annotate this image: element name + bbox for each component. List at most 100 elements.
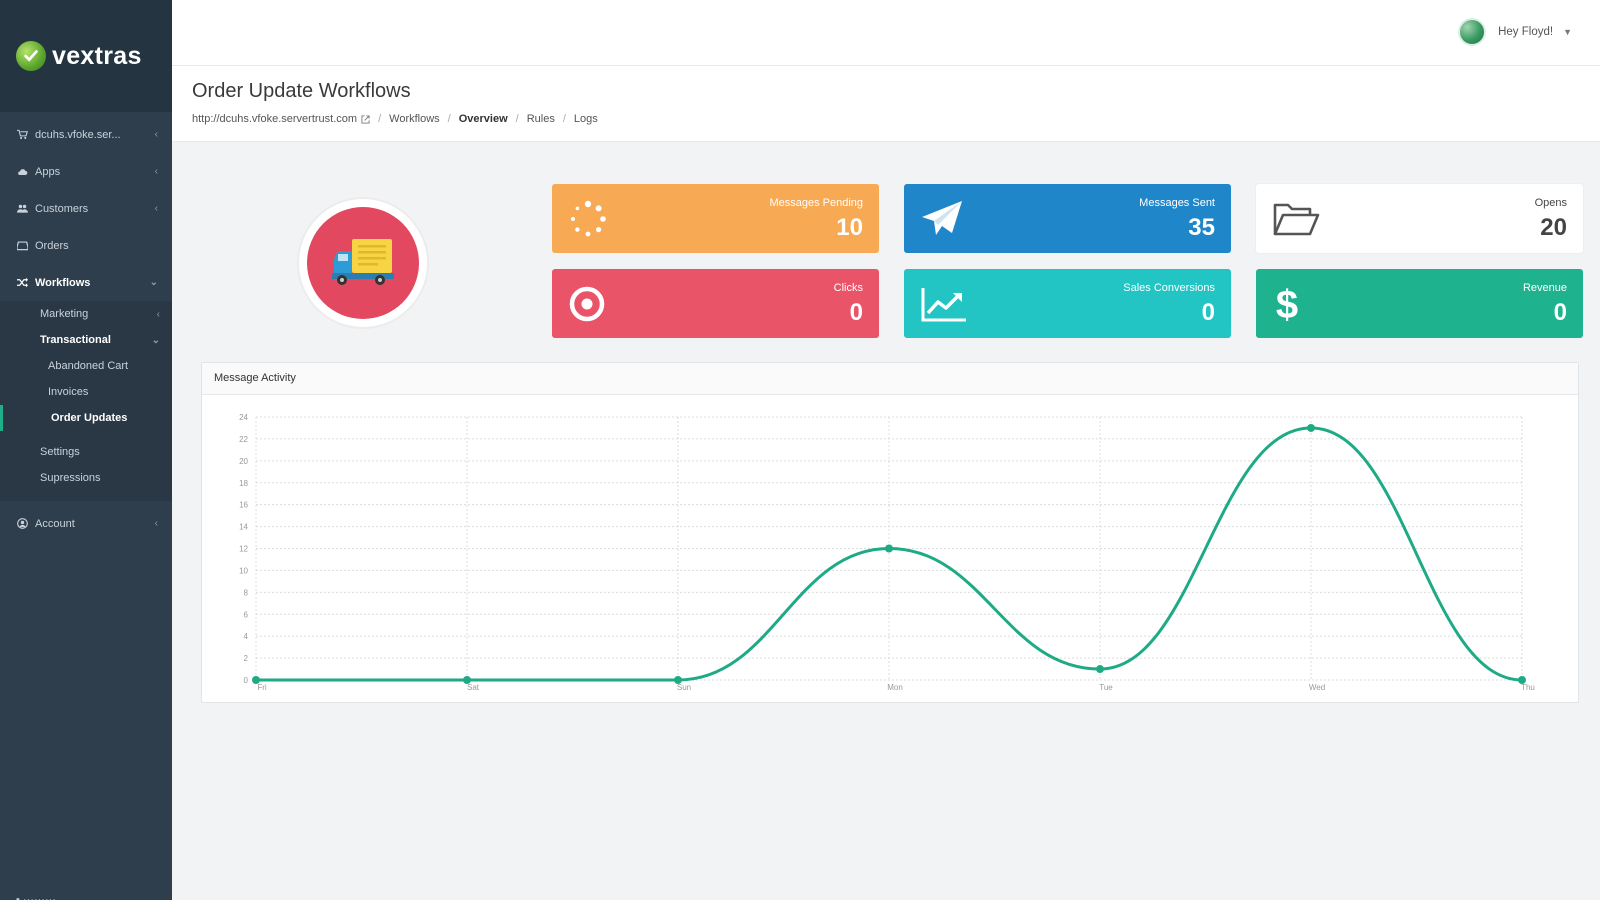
- stat-label: Sales Conversions: [1123, 282, 1215, 294]
- target-icon: [569, 286, 605, 321]
- sidebar-item-label: Account: [35, 517, 75, 530]
- stat-card-sales-conversions: Sales Conversions 0: [904, 269, 1231, 338]
- data-point: [252, 676, 260, 684]
- sidebar-item-supressions[interactable]: Supressions: [0, 465, 172, 491]
- user-circle-icon: [16, 518, 28, 530]
- data-point: [674, 676, 682, 684]
- sidebar-item-label: Order Updates: [51, 412, 128, 424]
- sidebar-item-label: Abandoned Cart: [48, 360, 129, 372]
- sidebar-item-invoices[interactable]: Invoices: [0, 379, 172, 405]
- paper-plane-icon: [922, 200, 962, 235]
- truck-circle: [307, 207, 419, 319]
- data-point: [463, 676, 471, 684]
- svg-text:$: $: [1276, 283, 1298, 326]
- x-tick-label: Wed: [1309, 683, 1325, 692]
- sidebar-item-label: Transactional: [40, 334, 111, 346]
- sidebar-item-order-updates[interactable]: Order Updates: [0, 405, 172, 431]
- chevron-left-icon: ‹: [154, 129, 158, 140]
- breadcrumb-workflows[interactable]: Workflows: [389, 113, 440, 125]
- y-tick-label: 4: [244, 632, 249, 641]
- line-chart-icon: [921, 287, 966, 321]
- y-tick-label: 6: [244, 610, 249, 619]
- sidebar-item-transactional[interactable]: Transactional ⌄: [0, 327, 172, 353]
- sidebar-item-abandoned-cart[interactable]: Abandoned Cart: [0, 353, 172, 379]
- sidebar-item-customers[interactable]: Customers ‹: [0, 190, 172, 227]
- sidebar-item-account[interactable]: Account ‹: [0, 505, 172, 542]
- chevron-left-icon: ‹: [154, 203, 158, 214]
- cart-icon: [16, 129, 28, 141]
- sidebar-item-label: Apps: [35, 165, 61, 178]
- x-tick-label: Fri: [257, 683, 267, 692]
- sidebar-item-documentation-partial[interactable]: ▪ ·········: [16, 894, 56, 900]
- folder-open-icon: [1273, 203, 1320, 235]
- breadcrumb-rules[interactable]: Rules: [526, 113, 555, 125]
- y-tick-label: 10: [239, 566, 248, 575]
- page-title: Order Update Workflows: [192, 80, 411, 102]
- stat-label: Clicks: [833, 282, 863, 294]
- breadcrumb: http://dcuhs.vfoke.servertrust.com / Wor…: [192, 113, 1580, 125]
- sidebar-item-settings[interactable]: Settings: [0, 439, 172, 465]
- y-tick-label: 16: [239, 501, 248, 510]
- sidebar: vextras dcuhs.vfoke.ser... ‹ Apps ‹ Cust…: [0, 0, 172, 900]
- shuffle-icon: [16, 277, 28, 289]
- breadcrumb-separator: /: [447, 113, 451, 125]
- stat-card-clicks: Clicks 0: [552, 269, 879, 338]
- x-tick-label: Mon: [887, 683, 903, 692]
- sidebar-item-label: Supressions: [40, 472, 101, 484]
- data-point: [1518, 676, 1526, 684]
- sidebar-item-label: Workflows: [35, 276, 91, 289]
- inbox-icon: [16, 240, 28, 252]
- message-activity-panel: Message Activity 0 2 4 6 8 10 12 14 16 18 20 22 24 Fr…: [201, 362, 1579, 703]
- sidebar-item-marketing[interactable]: Marketing ‹: [0, 301, 172, 327]
- spinner-icon: [571, 200, 606, 236]
- subnav-spacer: [0, 431, 172, 439]
- y-tick-label: 2: [244, 654, 249, 663]
- y-tick-label: 12: [239, 545, 248, 554]
- data-point: [1096, 665, 1104, 674]
- sidebar-nav-bottom: Account ‹: [0, 501, 172, 542]
- stat-value: 20: [1540, 214, 1567, 241]
- x-tick-label: Thu: [1521, 683, 1535, 692]
- brand-name: vextras: [52, 41, 142, 70]
- breadcrumb-separator: /: [562, 113, 566, 125]
- sidebar-item-orders[interactable]: Orders: [0, 227, 172, 264]
- breadcrumb-store-link[interactable]: http://dcuhs.vfoke.servertrust.com: [192, 113, 358, 125]
- stat-value: 0: [1201, 299, 1215, 326]
- chevron-left-icon: ‹: [154, 518, 158, 529]
- chevron-down-icon: ⌄: [149, 277, 158, 288]
- sidebar-item-workflows[interactable]: Workflows ⌄: [0, 264, 172, 301]
- panel-title: Message Activity: [202, 363, 1578, 395]
- chevron-left-icon: ‹: [156, 308, 160, 320]
- sidebar-item-store[interactable]: dcuhs.vfoke.ser... ‹: [0, 116, 172, 153]
- cloud-icon: [16, 166, 28, 178]
- sidebar-item-apps[interactable]: Apps ‹: [0, 153, 172, 190]
- y-tick-label: 0: [244, 676, 249, 685]
- stat-value: 0: [1553, 299, 1567, 326]
- sidebar-item-label: Marketing: [40, 308, 89, 320]
- user-menu[interactable]: Hey Floyd! ▼: [1458, 18, 1572, 46]
- sidebar-nav: dcuhs.vfoke.ser... ‹ Apps ‹ Customers ‹ …: [0, 112, 172, 301]
- x-tick-label: Tue: [1099, 683, 1113, 692]
- breadcrumb-logs[interactable]: Logs: [573, 113, 598, 125]
- stat-label: Opens: [1534, 197, 1567, 209]
- truck-icon: [332, 239, 394, 285]
- top-bar: Hey Floyd! ▼: [172, 0, 1600, 66]
- brand-check-icon: [16, 41, 46, 71]
- y-tick-label: 24: [239, 413, 248, 422]
- sidebar-item-label: Orders: [35, 239, 69, 252]
- stat-value: 10: [836, 214, 863, 241]
- chevron-left-icon: ‹: [154, 166, 158, 177]
- page-header: Order Update Workflows http://dcuhs.vfok…: [172, 66, 1600, 142]
- breadcrumb-overview[interactable]: Overview: [458, 113, 508, 125]
- x-tick-label: Sat: [467, 683, 480, 692]
- y-tick-label: 22: [239, 435, 248, 444]
- data-point: [1307, 423, 1315, 432]
- dollar-icon: $: [1276, 283, 1298, 326]
- chevron-down-icon: ⌄: [151, 334, 160, 346]
- breadcrumb-separator: /: [378, 113, 382, 125]
- stat-value: 35: [1188, 214, 1215, 241]
- truck-illustration: [299, 199, 427, 327]
- sidebar-item-label: Invoices: [48, 386, 89, 398]
- brand-logo[interactable]: vextras: [0, 0, 172, 112]
